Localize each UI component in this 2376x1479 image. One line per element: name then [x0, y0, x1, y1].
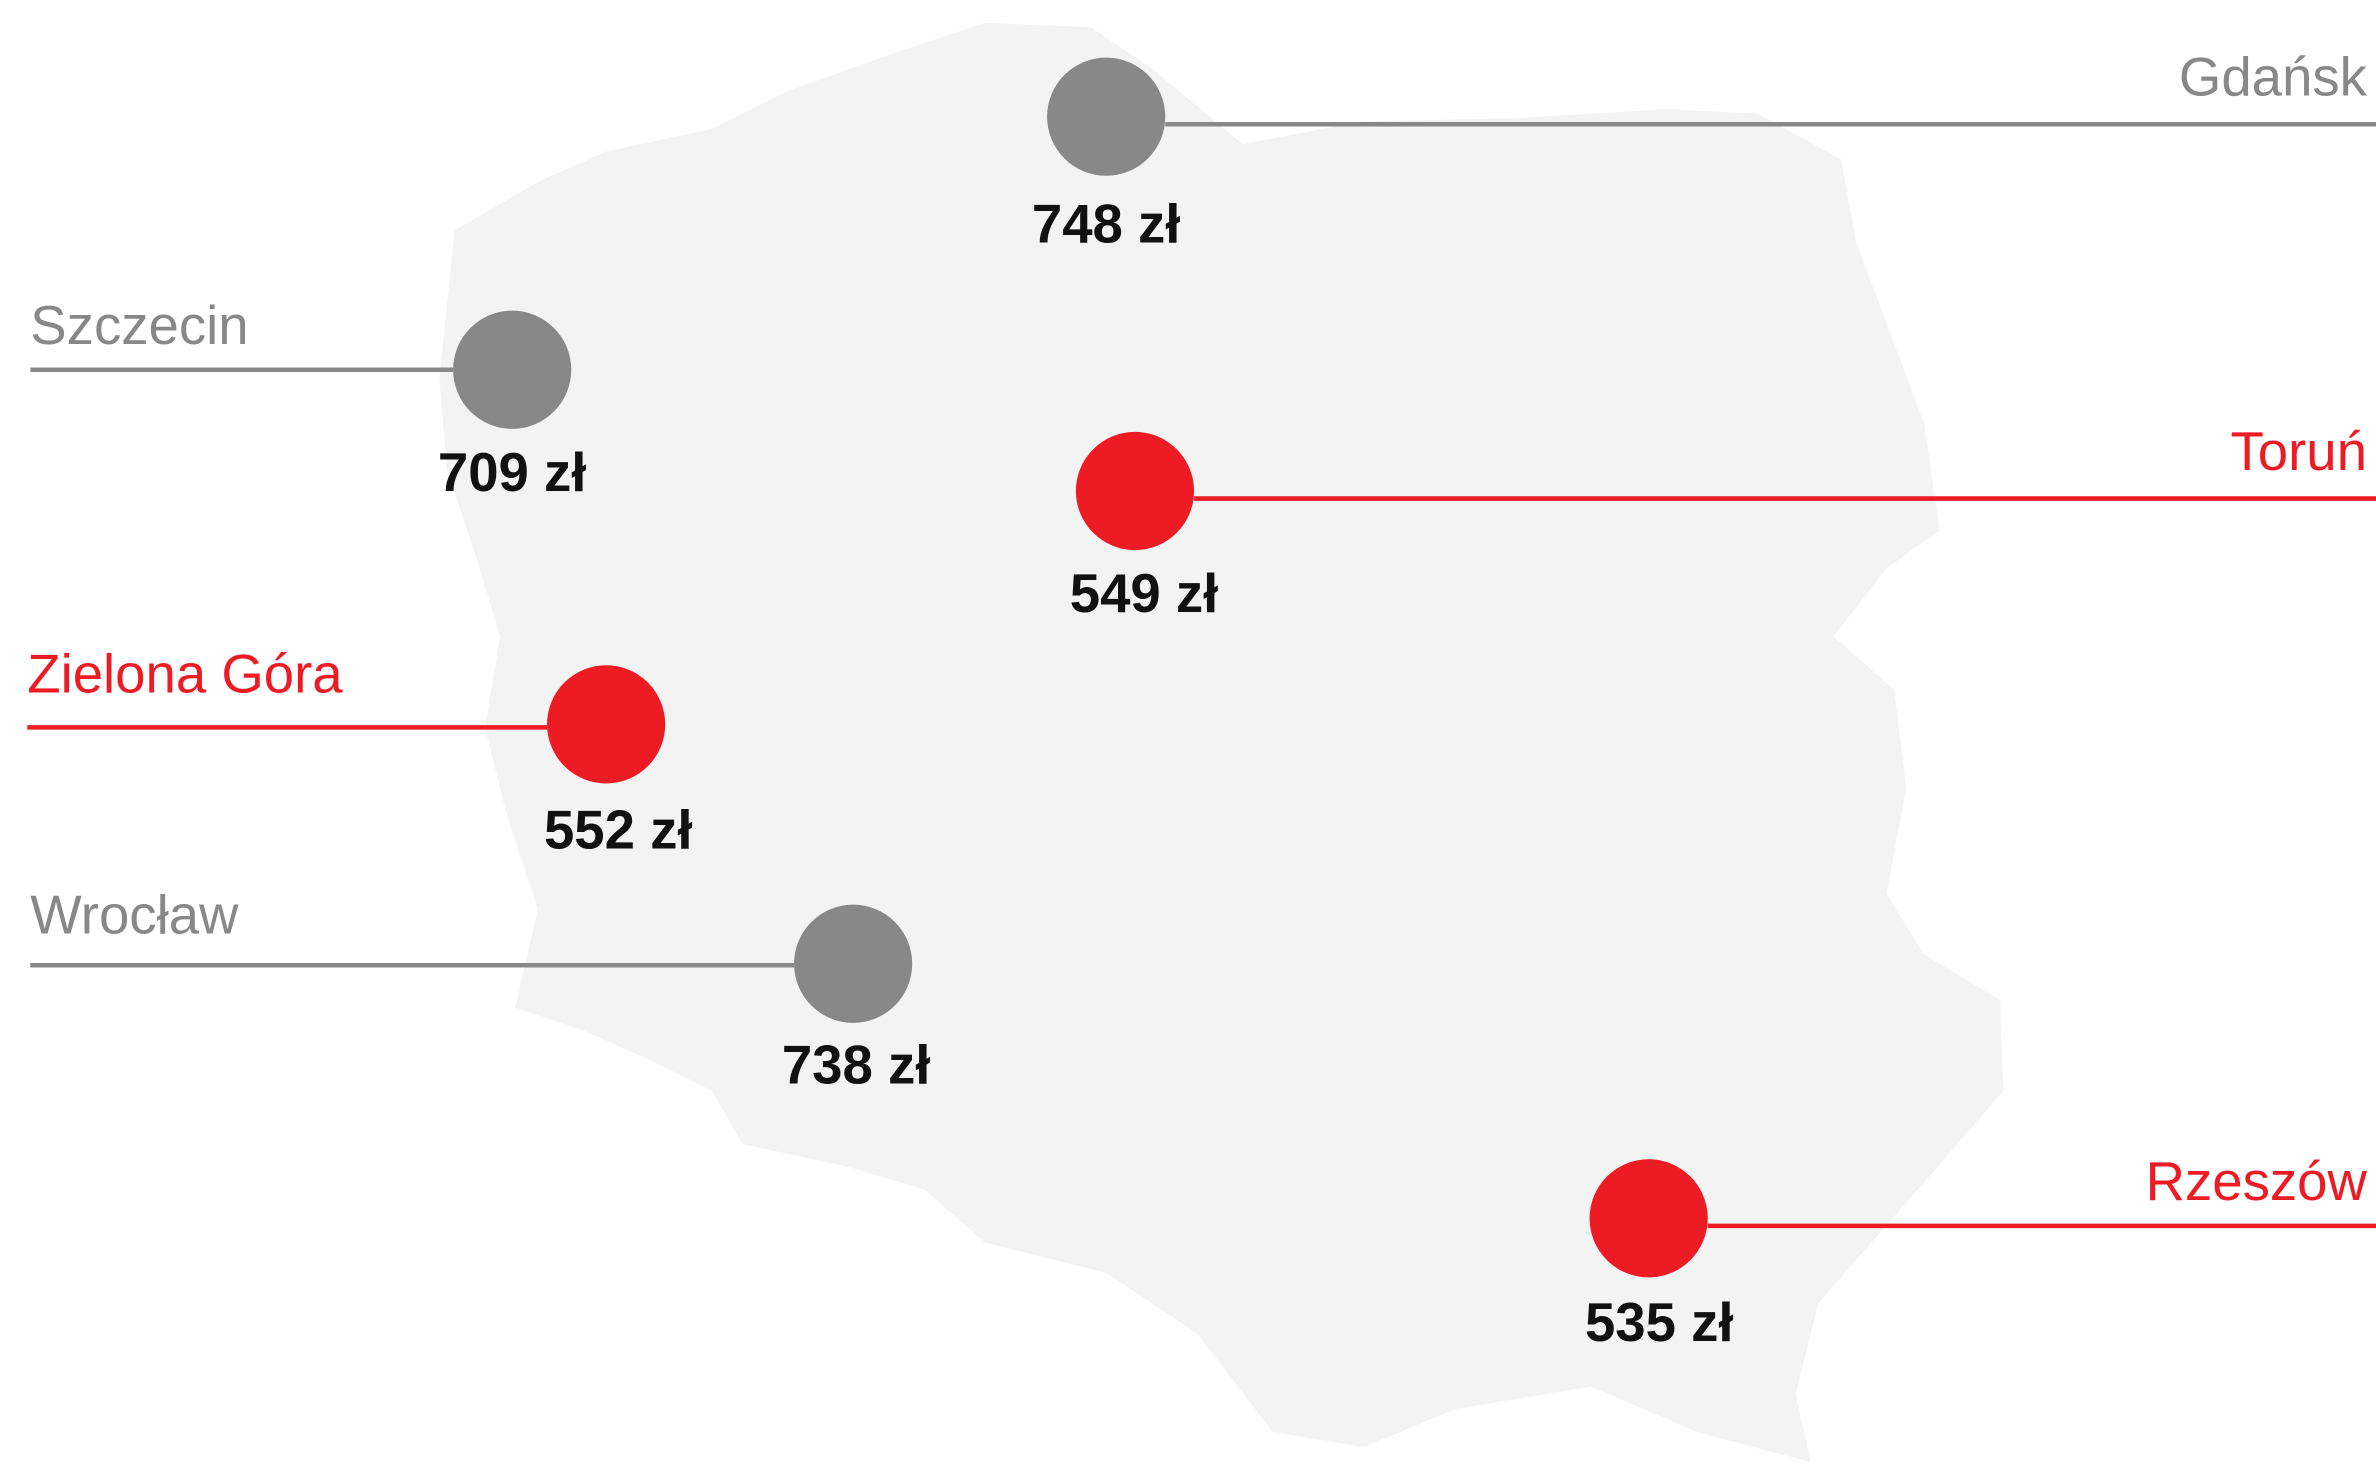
city-price: 535 zł	[1585, 1292, 1734, 1353]
city-name: Wrocław	[30, 884, 239, 945]
city-marker	[1589, 1159, 1708, 1278]
city-marker	[453, 310, 572, 429]
city-name: Zielona Góra	[27, 644, 343, 705]
city-marker	[794, 904, 913, 1023]
country-shape	[439, 22, 2004, 1463]
city-name: Toruń	[2230, 421, 2366, 482]
city-price: 549 zł	[1070, 563, 1219, 624]
city-name: Rzeszów	[2146, 1151, 2368, 1212]
city-price: 748 zł	[1032, 193, 1181, 254]
city-name: Gdańsk	[2179, 46, 2368, 107]
city-name: Szczecin	[30, 295, 248, 356]
city-marker	[1075, 431, 1195, 551]
city-price: 738 zł	[782, 1034, 931, 1095]
city-marker	[547, 665, 666, 784]
city-price: 709 zł	[438, 442, 587, 503]
city-marker	[1047, 57, 1166, 176]
city-price: 552 zł	[544, 800, 693, 861]
